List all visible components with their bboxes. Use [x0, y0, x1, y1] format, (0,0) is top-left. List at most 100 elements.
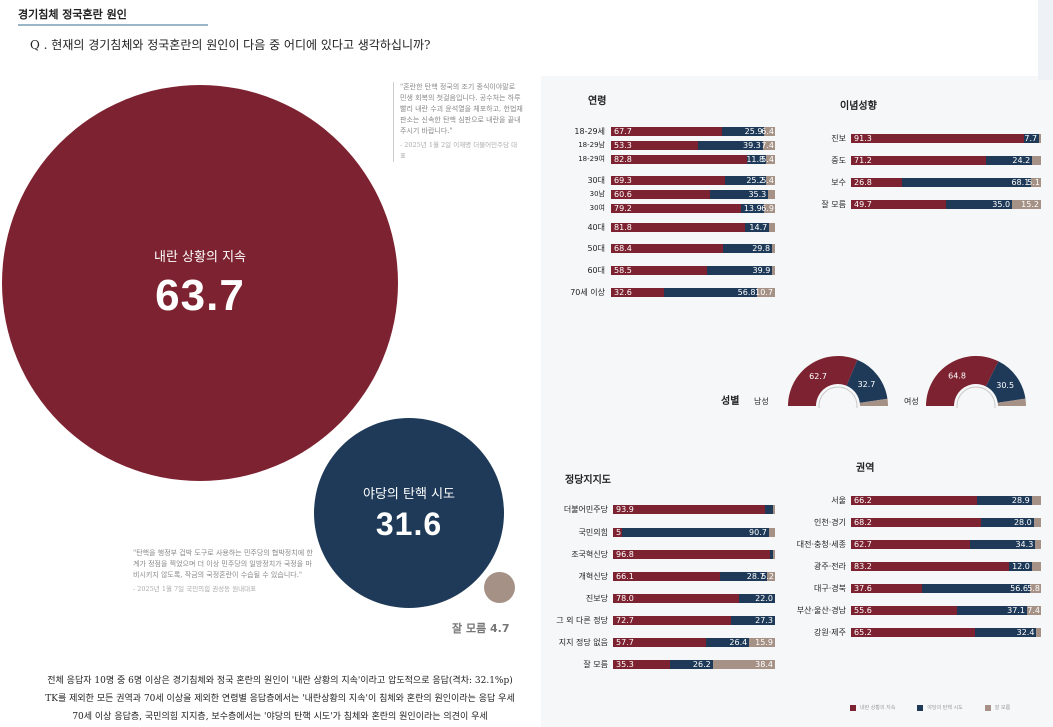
bar-value-label: 38.4 [755, 660, 773, 669]
bar-value-label: 24.2 [1012, 156, 1031, 165]
row-label: 18-29남 [578, 141, 605, 149]
donut-female: 64.8 30.5 [926, 356, 1026, 408]
quote-lee-text: "혼란한 탄핵 정국의 조기 종식이야말로 민생 회복의 첫걸음입니다. 공수처… [400, 83, 523, 135]
bar-segment-dont-know: 5.1 [1027, 178, 1041, 187]
donut-value-label: 62.7 [809, 372, 827, 381]
bar-value-label: 82.8 [614, 155, 632, 164]
donut-inner-ring [956, 386, 996, 408]
stacked-bar: 57.7 26.4 15.9 [613, 638, 775, 647]
bar-segment-insurrection: 65.2 [851, 628, 975, 637]
bar-value-label: 5.4 [761, 176, 774, 185]
bar-value-label: 14.7 [749, 223, 768, 232]
stacked-bar: 35.3 26.2 38.4 [613, 660, 775, 669]
bar-value-label: 7.4 [1027, 606, 1040, 615]
row-label: 30여 [589, 204, 605, 212]
bar-value-label: 6.4 [761, 127, 774, 136]
bar-segment-dont-know [1035, 540, 1041, 549]
bar-value-label: 32.6 [614, 288, 632, 297]
bar-value-label: 37.6 [854, 584, 872, 593]
bar-segment-dont-know [768, 190, 775, 199]
bar-segment-dont-know [773, 550, 775, 559]
bar-segment-impeachment: 34.3 [970, 540, 1036, 549]
bar-segment-dont-know [1032, 156, 1041, 165]
bar-value-label: 32.4 [1016, 628, 1035, 637]
page-title: 경기침체 정국혼란 원인 [18, 8, 127, 21]
stacked-bar: 67.7 25.9 6.4 [611, 127, 775, 136]
bar-value-label: 29.8 [752, 244, 771, 253]
bar-segment-impeachment: 25.9 [722, 127, 765, 136]
bar-segment-insurrection: 72.7 [613, 616, 731, 625]
stacked-bar: 82.8 11.8 5.4 [611, 155, 775, 164]
stacked-bar: 32.6 56.8 10.7 [611, 288, 775, 297]
bar-value-label: 81.8 [614, 223, 632, 232]
bar-segment-impeachment: 90.7 [621, 528, 769, 537]
legend-item: 야당의 탄핵 시도 [917, 704, 963, 711]
stacked-bar: 72.7 27.3 [613, 616, 775, 625]
summary-line: 전체 응답자 10명 중 6명 이상은 경기침체와 정국 혼란의 원인이 '내란… [47, 676, 513, 686]
bar-value-label: 66.2 [854, 496, 872, 505]
bar-segment-impeachment: 13.9 [740, 204, 764, 213]
bubble-impeachment-value: 31.6 [375, 506, 443, 542]
bar-segment-insurrection: 71.2 [851, 156, 987, 165]
bar-value-label: 6.9 [761, 204, 774, 213]
bar-value-label: 78.0 [616, 594, 634, 603]
bar-segment-impeachment: 27.3 [730, 616, 775, 625]
section-title-gender: 성별 [721, 396, 740, 407]
legend-label: 야당의 탄핵 시도 [927, 705, 963, 711]
bar-segment-insurrection: 26.8 [851, 178, 902, 187]
stacked-bar: 62.7 34.3 [851, 540, 1041, 549]
stacked-bar: 53.3 39.3 7.4 [611, 141, 775, 150]
bar-segment-impeachment: 25.2 [724, 176, 767, 185]
bar-segment-dont-know [773, 505, 775, 514]
quote-lee-source: - 2025년 1월 2일 이재명 더불어민주당 대표 [400, 141, 518, 160]
bar-segment-insurrection: 58.5 [611, 266, 707, 275]
donut-male-label: 남성 [754, 397, 769, 406]
bar-value-label: 57.7 [616, 638, 634, 647]
row-label: 광주·전라 [814, 562, 846, 571]
bar-value-label: 5.8 [1027, 584, 1040, 593]
bar-value-label: 91.3 [854, 134, 872, 143]
row-label: 조국혁신당 [571, 550, 608, 559]
bar-value-label: 5.1 [1027, 178, 1040, 187]
bar-segment-impeachment: 56.6 [922, 584, 1030, 593]
row-label: 강원·제주 [814, 628, 846, 637]
stacked-bar: 65.2 32.4 [851, 628, 1041, 637]
row-label: 개혁신당 [578, 572, 608, 581]
bar-value-label: 11.8 [746, 155, 765, 164]
donut-value-label: 64.8 [948, 371, 966, 380]
donut-slice [859, 398, 888, 406]
bar-segment-insurrection: 35.3 [613, 660, 671, 669]
bar-segment-insurrection: 69.3 [611, 176, 725, 185]
bar-value-label: 26.2 [692, 660, 711, 669]
bar-segment-dont-know: 5.8 [1027, 584, 1041, 593]
section-title-age: 연령 [588, 96, 607, 107]
bar-value-label: 22.0 [755, 594, 773, 603]
bar-segment-insurrection: 32.6 [611, 288, 665, 297]
legend-label: 잘 모름 [994, 705, 1011, 711]
row-label: 18-29세 [574, 127, 605, 136]
quote-kwon: "탄핵을 행정부 겁박 도구로 사용하는 민주당의 협박정치에 한계가 정점을 … [133, 548, 318, 595]
stacked-bar: 68.4 29.8 [611, 244, 775, 253]
bar-segment-insurrection: 60.6 [611, 190, 711, 199]
stacked-bar: 66.2 28.9 [851, 496, 1041, 505]
bar-segment-dont-know [772, 266, 775, 275]
bar-value-label: 5.2 [761, 572, 774, 581]
row-label: 18-29여 [578, 155, 605, 163]
legend-swatch-red [850, 704, 856, 711]
bar-value-label: 55.6 [854, 606, 872, 615]
donut-slice [788, 356, 858, 406]
bar-segment-impeachment: 68.1 [901, 178, 1032, 187]
bar-value-label: 65.2 [854, 628, 872, 637]
bar-segment-insurrection: 93.9 [613, 505, 766, 514]
bar-segment-impeachment: 7.7 [1024, 134, 1040, 143]
bubble-insurrection: 내란 상황의 지속 63.7 [2, 85, 398, 481]
bar-segment-dont-know: 7.4 [1026, 606, 1041, 615]
bar-value-label: 39.9 [752, 266, 771, 275]
bar-value-label: 13.9 [743, 204, 762, 213]
bar-segment-impeachment: 11.8 [746, 155, 767, 164]
bar-segment-dont-know: 5.4 [761, 155, 775, 164]
bar-value-label: 25.2 [746, 176, 765, 185]
bar-segment-dont-know [772, 244, 775, 253]
donut-slice [985, 361, 1026, 403]
donut-inner-ring [818, 386, 858, 408]
